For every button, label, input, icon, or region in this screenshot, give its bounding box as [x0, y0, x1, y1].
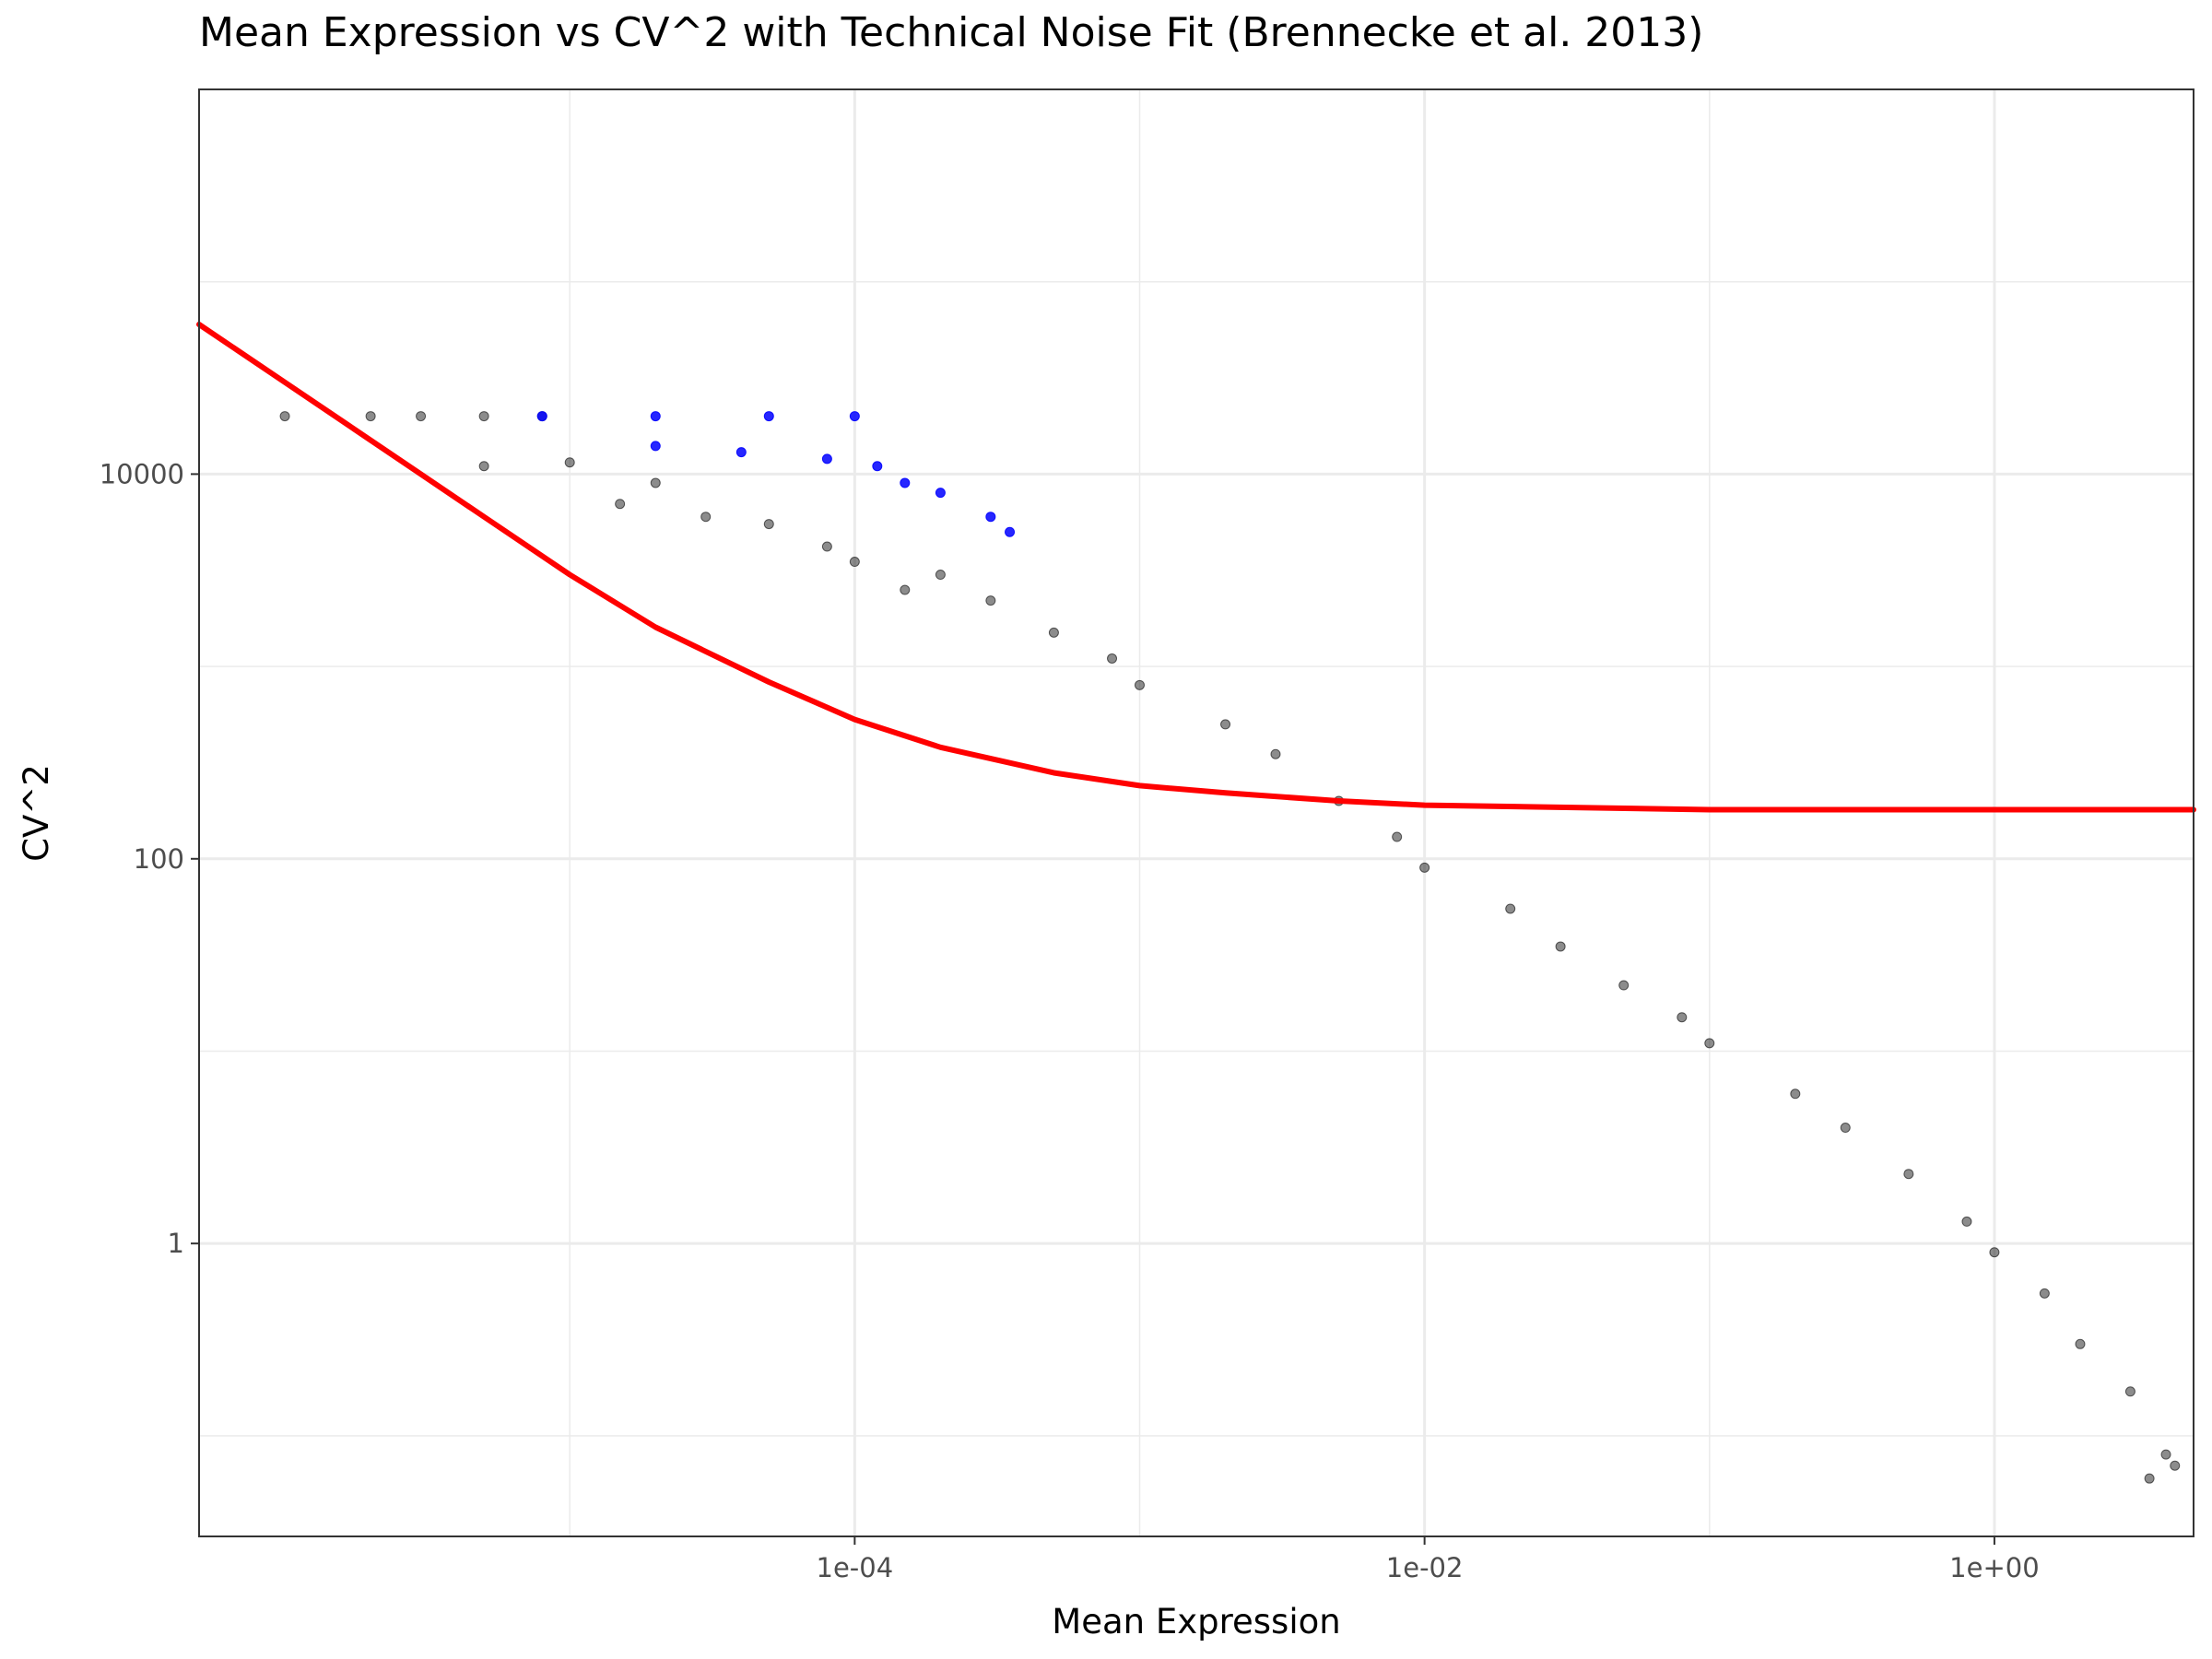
y-tick-label: 1: [168, 1228, 184, 1259]
black-point: [1555, 941, 1566, 952]
black-point: [1840, 1123, 1851, 1134]
blue-point: [735, 447, 747, 458]
technical-noise-fit-line: [196, 322, 2196, 813]
y-tick-label: 10000: [100, 458, 184, 489]
data-points: [279, 411, 2181, 1484]
blue-point: [821, 453, 832, 465]
fit-curve: [196, 322, 2196, 813]
x-axis-title: Mean Expression: [1052, 1602, 1340, 1641]
black-point: [1270, 748, 1281, 759]
blue-point: [900, 477, 911, 488]
black-point: [1677, 1012, 1688, 1023]
black-point: [935, 570, 946, 581]
x-tick-label: 1e-04: [817, 1552, 894, 1583]
blue-point: [935, 488, 946, 499]
black-point: [2039, 1288, 2050, 1299]
black-point: [1704, 1038, 1715, 1049]
major-gridlines: [199, 89, 2194, 1536]
blue-point: [763, 411, 774, 422]
black-point: [2075, 1338, 2086, 1349]
blue-point: [650, 441, 661, 452]
black-point: [2124, 1386, 2136, 1397]
blue-point: [650, 411, 661, 422]
black-point: [2160, 1449, 2171, 1460]
black-point: [416, 411, 427, 422]
black-point: [2170, 1460, 2181, 1471]
black-point: [1107, 653, 1118, 664]
black-point: [478, 461, 489, 472]
blue-point: [872, 461, 883, 472]
minor-gridlines: [199, 89, 2194, 1536]
black-point: [763, 519, 774, 530]
y-tick-label: 100: [134, 843, 184, 875]
black-point: [1618, 980, 1630, 991]
blue-point: [1005, 526, 1016, 537]
black-point: [1989, 1247, 2000, 1258]
black-point: [900, 584, 911, 595]
black-point: [365, 411, 376, 422]
black-point: [849, 557, 860, 568]
black-point: [1790, 1088, 1801, 1100]
chart-title: Mean Expression vs CV^2 with Technical N…: [199, 9, 1704, 56]
black-point: [1220, 719, 1231, 730]
black-point: [985, 595, 996, 606]
black-point: [821, 541, 832, 552]
blue-point: [536, 411, 547, 422]
black-point: [650, 477, 661, 488]
x-tick-label: 1e-02: [1386, 1552, 1464, 1583]
black-point: [279, 411, 290, 422]
blue-point: [849, 411, 860, 422]
blue-point: [985, 512, 996, 523]
black-point: [1134, 679, 1145, 690]
black-point: [1505, 903, 1516, 914]
black-point: [700, 512, 712, 523]
black-point: [564, 457, 575, 468]
black-point: [2144, 1473, 2155, 1484]
axis-ticks: 1e-04 1e-02 1e+00 1 100 10000: [100, 458, 2040, 1583]
black-point: [1961, 1216, 1972, 1227]
black-point: [615, 499, 626, 510]
plot-panel: [199, 89, 2194, 1536]
black-point: [1048, 627, 1059, 638]
black-point: [1419, 862, 1430, 873]
y-axis-title: CV^2: [17, 764, 56, 862]
black-point: [478, 411, 489, 422]
black-point: [1392, 831, 1403, 842]
x-tick-label: 1e+00: [1949, 1552, 2040, 1583]
black-point: [1903, 1169, 1914, 1180]
plot-border: [198, 88, 2194, 1537]
